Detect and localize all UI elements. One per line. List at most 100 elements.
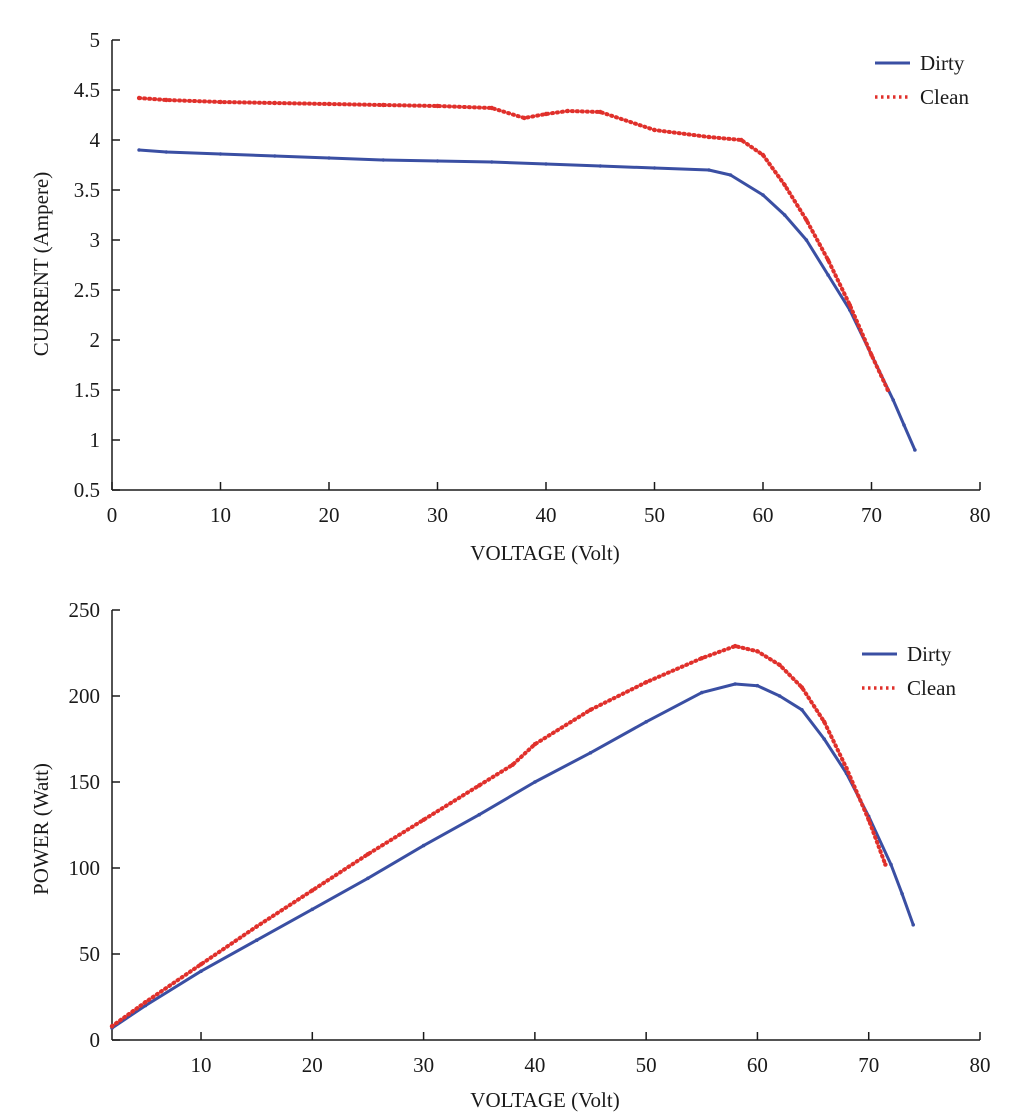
y-tick-label: 3 [90, 228, 101, 252]
x-tick-label: 80 [970, 1053, 991, 1077]
data-point-clean [885, 387, 890, 393]
data-point-dirty [199, 969, 203, 973]
legend-label-dirty: Dirty [907, 642, 952, 666]
data-point-dirty [327, 156, 331, 160]
data-point-dirty [254, 938, 259, 942]
data-point-clean [739, 137, 744, 143]
x-tick-label: 50 [636, 1053, 657, 1077]
data-point-clean [510, 762, 515, 767]
data-point-clean [435, 103, 440, 109]
data-point-dirty [598, 164, 603, 168]
y-tick-label: 0.5 [74, 478, 100, 502]
x-tick-label: 0 [107, 503, 118, 527]
data-point-dirty [652, 166, 657, 170]
series-line-clean [110, 644, 888, 1029]
y-tick-label: 200 [69, 684, 101, 708]
y-tick-label: 4.5 [74, 78, 100, 102]
y-tick-label: 1 [90, 428, 101, 452]
y-tick-label: 2 [90, 328, 101, 352]
series-line-dirty [110, 682, 915, 1030]
data-point-clean [782, 182, 787, 188]
data-point-clean [254, 924, 259, 929]
data-point-dirty [728, 173, 733, 177]
data-point-dirty [588, 751, 593, 755]
legend: Dirty Clean [862, 642, 956, 700]
x-tick-label: 20 [319, 503, 340, 527]
data-point-clean [847, 302, 852, 308]
y-tick-label: 0 [90, 1028, 101, 1052]
y-tick-label: 150 [69, 770, 101, 794]
data-point-clean [598, 109, 603, 115]
x-tick-label: 60 [753, 503, 774, 527]
data-point-clean [522, 115, 527, 121]
series-line-clean [137, 96, 890, 392]
legend-label-clean: Clean [907, 676, 956, 700]
y-tick-label: 4 [90, 128, 101, 152]
data-point-clean [883, 862, 888, 867]
current-voltage-chart: CURRENT (Ampere) VOLTAGE (Volt) Dirty Cl… [29, 28, 991, 565]
data-point-dirty [273, 154, 277, 158]
data-point-dirty [310, 907, 315, 912]
series-line-dirty [137, 148, 917, 452]
data-point-dirty [700, 690, 704, 695]
y-axis-title: POWER (Watt) [29, 763, 53, 895]
data-point-dirty [889, 862, 893, 867]
data-point-clean [799, 685, 805, 690]
x-tick-label: 40 [536, 503, 557, 527]
data-point-clean [543, 111, 549, 117]
x-tick-label: 80 [970, 503, 991, 527]
data-point-dirty [381, 158, 386, 162]
data-point-dirty [804, 238, 809, 242]
data-point-clean [777, 662, 782, 668]
data-point-clean [218, 99, 223, 105]
data-point-dirty [544, 162, 548, 166]
data-point-clean [381, 102, 386, 108]
data-point-clean [143, 1000, 148, 1005]
data-point-clean [198, 962, 204, 967]
data-point-dirty [891, 398, 895, 402]
y-tick-label: 3.5 [74, 178, 100, 202]
data-point-dirty [164, 150, 169, 154]
data-point-clean [822, 719, 827, 724]
data-point-dirty [644, 720, 648, 724]
data-point-dirty [911, 923, 915, 927]
data-point-dirty [490, 160, 494, 164]
data-point-dirty [900, 892, 904, 896]
data-point-clean [136, 95, 142, 101]
y-tick-label: 1.5 [74, 378, 100, 402]
data-point-clean [760, 152, 766, 158]
x-tick-label: 10 [210, 503, 231, 527]
legend-label-clean: Clean [920, 85, 969, 109]
data-point-dirty [777, 694, 782, 698]
data-point-dirty [761, 193, 765, 197]
data-point-clean [652, 127, 657, 133]
data-point-dirty [782, 213, 787, 217]
data-point-dirty [435, 159, 440, 163]
data-point-dirty [421, 843, 426, 848]
data-point-clean [699, 656, 704, 661]
data-point-clean [588, 707, 593, 712]
data-point-clean [869, 352, 874, 358]
data-point-clean [733, 643, 738, 649]
data-point-clean [109, 1023, 115, 1029]
data-point-dirty [707, 168, 711, 172]
data-point-dirty [822, 737, 826, 741]
data-point-clean [644, 680, 649, 685]
y-tick-label: 50 [79, 942, 100, 966]
data-point-dirty [826, 273, 830, 277]
y-axis-title: CURRENT (Ampere) [29, 172, 53, 357]
x-tick-label: 20 [302, 1053, 323, 1077]
data-point-dirty [913, 448, 917, 452]
x-tick-label: 70 [861, 503, 882, 527]
data-point-clean [310, 888, 315, 893]
data-point-dirty [533, 780, 537, 784]
data-point-dirty [477, 812, 482, 817]
data-point-clean [421, 817, 426, 822]
data-point-dirty [902, 423, 906, 427]
data-point-dirty [733, 682, 737, 686]
x-tick-label: 70 [858, 1053, 879, 1077]
y-tick-label: 250 [69, 598, 101, 622]
x-tick-label: 10 [191, 1053, 212, 1077]
x-tick-label: 60 [747, 1053, 768, 1077]
